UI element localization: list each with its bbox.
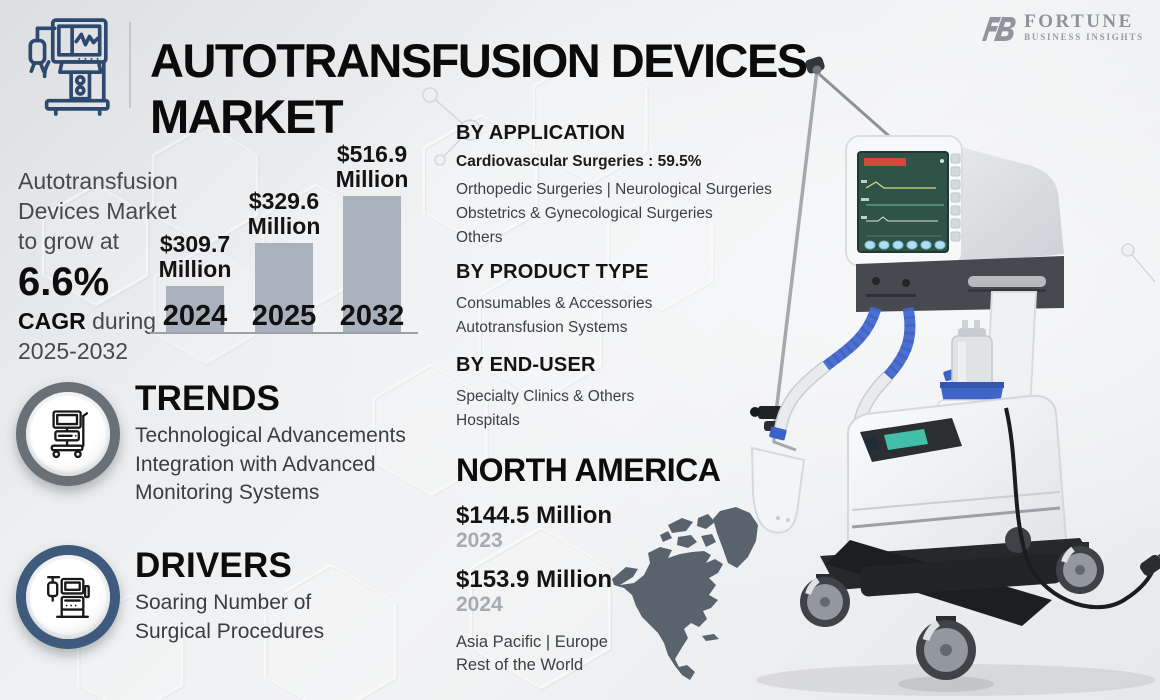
- page-title: AUTOTRANSFUSION DEVICES MARKET: [150, 33, 808, 145]
- fortune-business-insights-logo: FORTUNE BUSINESS INSIGHTS: [978, 12, 1144, 46]
- bar-group-2025: $329.6 Million 2025: [242, 189, 326, 332]
- other-regions-line: Rest of the World: [456, 656, 584, 674]
- application-item: Obstetrics & Gynecological Surgeries: [456, 205, 713, 222]
- caster-wheel: [1056, 542, 1104, 594]
- title-line-2: MARKET: [150, 90, 344, 144]
- bar-rect-2024: [166, 286, 224, 332]
- caster-wheel: [800, 574, 850, 627]
- trends-badge: [16, 382, 120, 486]
- drivers-line: Soaring Number of: [135, 591, 312, 614]
- section-heading: BY APPLICATION: [456, 122, 626, 144]
- monitor-buttons: [950, 153, 961, 242]
- end-user-item: Specialty Clinics & Others: [456, 388, 635, 405]
- growth-line-1: Autotransfusion: [18, 168, 178, 194]
- growth-line-2: Devices Market: [18, 198, 177, 224]
- bar-year-label: 2032: [339, 300, 405, 332]
- application-highlight: Cardiovascular Surgeries : 59.5%: [456, 153, 702, 170]
- bar-year-label: 2024: [162, 300, 228, 332]
- trends-line: Technological Advancements: [135, 424, 406, 447]
- monitor-head: [845, 134, 1064, 272]
- drivers-badge-inner: [26, 555, 110, 639]
- drivers-line: Surgical Procedures: [135, 619, 325, 643]
- trends-heading: TRENDS: [135, 379, 281, 418]
- section-by-product-type: BY PRODUCT TYPE Consumables & Accessorie…: [456, 261, 786, 340]
- bar-group-2032: $516.9 Million 2032: [330, 142, 414, 332]
- section-north-america: NORTH AMERICA $144.5 Million 2023 $153.9…: [456, 452, 776, 677]
- section-by-end-user: BY END-USER Specialty Clinics & Others H…: [456, 354, 786, 433]
- trends-badge-inner: [26, 392, 110, 476]
- fb-monogram-icon: [982, 17, 1016, 41]
- bar-rect-2032: [343, 196, 401, 332]
- region-value-2024: $153.9 Million: [456, 566, 613, 593]
- handle: [968, 276, 1046, 287]
- growth-summary: Autotransfusion Devices Market to grow a…: [18, 166, 233, 366]
- chart-baseline: [150, 332, 418, 334]
- cagr-during: during: [85, 308, 157, 334]
- header-divider: [129, 22, 131, 108]
- trends-line: Integration with Advanced: [135, 452, 376, 476]
- cagr-line: CAGR during: [18, 306, 233, 336]
- drainage-pouch: [750, 430, 806, 534]
- trends-line: Monitoring Systems: [135, 481, 320, 504]
- cabinet-screen: [884, 429, 928, 450]
- medical-monitor-cart-icon: [28, 18, 110, 116]
- bar-value-label: $309.7 Million: [158, 231, 232, 282]
- region-heading: NORTH AMERICA: [456, 452, 721, 488]
- region-year-2024: 2024: [456, 593, 503, 616]
- application-item: Orthopedic Surgeries | Neurological Surg…: [456, 181, 772, 198]
- cagr-label: CAGR: [18, 308, 86, 334]
- market-size-bar-chart: $309.7 Million 2024 $329.6 Million 2025 …: [150, 140, 420, 334]
- title-line-1: AUTOTRANSFUSION DEVICES: [150, 34, 808, 88]
- bar-year-label: 2025: [251, 300, 317, 332]
- north-america-map: [612, 507, 758, 680]
- section-heading: BY END-USER: [456, 354, 596, 376]
- logo-subtitle: BUSINESS INSIGHTS: [1024, 32, 1144, 42]
- bar-rect-2025: [255, 243, 313, 332]
- logo-name: FORTUNE: [1024, 11, 1134, 32]
- section-by-application: BY APPLICATION Cardiovascular Surgeries …: [456, 122, 786, 250]
- forecast-period: 2025-2032: [18, 338, 128, 364]
- end-user-item: Hospitals: [456, 412, 520, 429]
- product-type-item: Autotransfusion Systems: [456, 319, 628, 336]
- drivers-badge: [16, 545, 120, 649]
- trends-block: TRENDS Technological Advancements Integr…: [135, 380, 435, 508]
- region-value-2023: $144.5 Million: [456, 502, 613, 529]
- other-regions-line: Asia Pacific | Europe: [456, 633, 608, 651]
- cart-base: [800, 527, 1104, 680]
- transfusion-pump-icon: [47, 576, 90, 618]
- bar-group-2024: $309.7 Million 2024: [153, 232, 237, 332]
- drivers-block: DRIVERS Soaring Number of Surgical Proce…: [135, 547, 435, 646]
- caster-wheel: [916, 616, 976, 680]
- monitor-screen: [857, 151, 949, 253]
- floor-shadow: [756, 664, 1156, 696]
- product-type-item: Consumables & Accessories: [456, 295, 653, 312]
- autotransfusion-machine-illustration: [750, 56, 1160, 696]
- section-heading: BY PRODUCT TYPE: [456, 261, 649, 283]
- bar-value-label: $329.6 Million: [247, 188, 321, 239]
- region-year-2023: 2023: [456, 529, 503, 552]
- power-plug: [1140, 550, 1160, 576]
- drivers-heading: DRIVERS: [135, 546, 292, 585]
- growth-line-3: to grow at: [18, 228, 119, 254]
- bar-value-label: $516.9 Million: [335, 141, 409, 192]
- cagr-rate: 6.6%: [18, 260, 110, 304]
- monitoring-cart-icon: [50, 410, 89, 459]
- application-item: Others: [456, 229, 503, 246]
